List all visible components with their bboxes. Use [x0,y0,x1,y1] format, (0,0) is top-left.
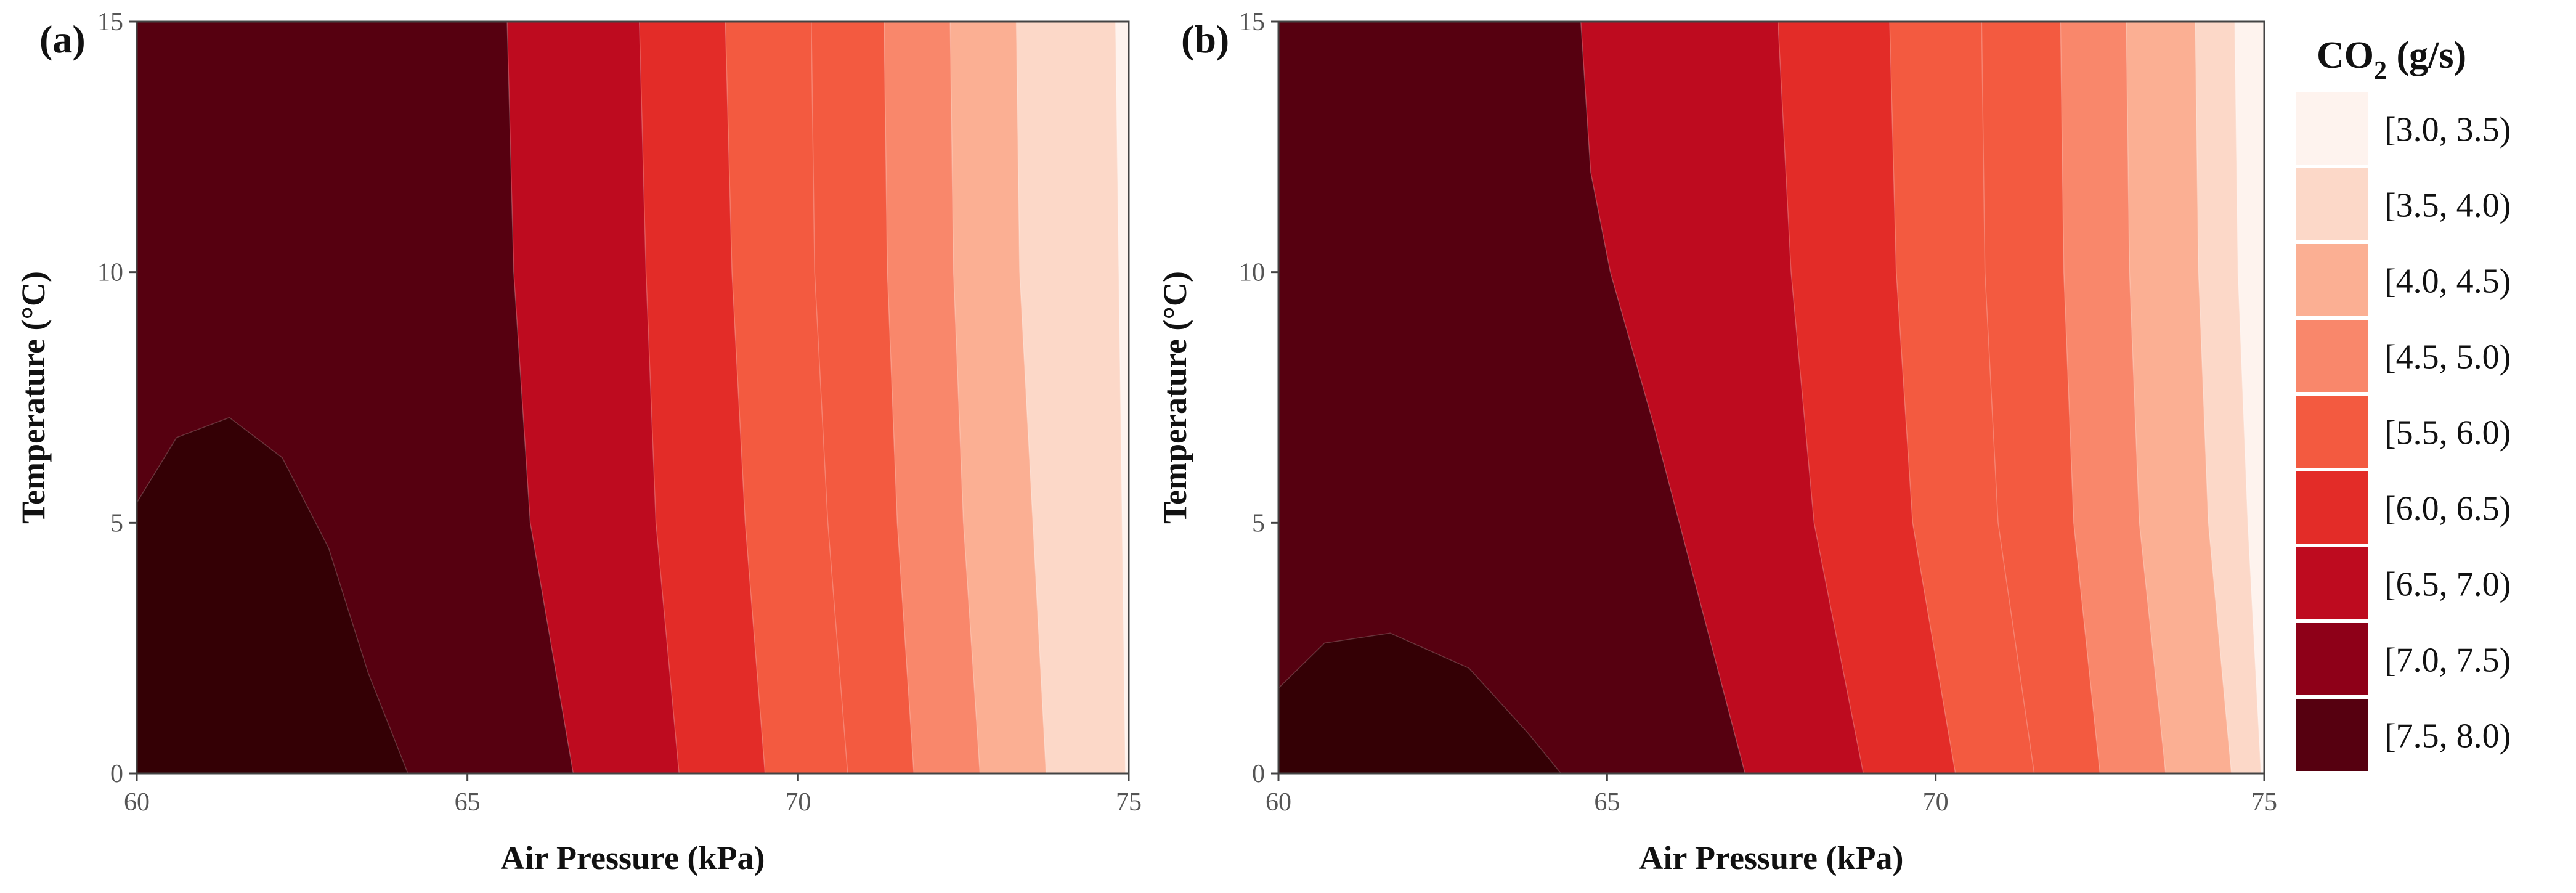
legend-title-unit: (g/s) [2387,35,2466,76]
plot-frame [1277,20,2265,775]
legend-label: [7.5, 8.0) [2384,717,2511,756]
x-axis-title: Air Pressure (kPa) [1639,839,1904,876]
legend-label: [5.5, 6.0) [2384,414,2511,452]
legend-label: [3.0, 3.5) [2384,111,2511,149]
legend-label: [4.0, 4.5) [2384,263,2511,301]
legend-swatch [2296,320,2368,392]
x-tick-label: 60 [124,788,150,817]
panel-label: (b) [1181,17,1229,61]
y-tick-label: 15 [1239,8,1265,36]
legend-label: [6.5, 7.0) [2384,566,2511,604]
legend-label: [4.5, 5.0) [2384,338,2511,377]
legend-title-main: CO [2317,35,2374,76]
contour-region-peak [1278,632,1562,774]
x-tick-label: 70 [1923,788,1949,817]
legend-title: CO2 (g/s) [2317,35,2466,85]
y-tick-label: 10 [97,259,123,287]
legend: CO2 (g/s) [3.0, 3.5) [3.5, 4.0) [4.0, 4.5) [… [2296,35,2511,771]
y-axis-title: Temperature (°C) [1156,271,1193,524]
panel-label: (a) [39,17,86,61]
legend-label: [7.0, 7.5) [2384,642,2511,680]
legend-title-subscript: 2 [2374,57,2387,85]
y-tick-label: 15 [97,8,123,36]
legend-label: [6.0, 6.5) [2384,490,2511,528]
x-tick-label: 75 [2251,788,2277,817]
y-tick-label: 5 [1252,509,1265,537]
x-axis-title: Air Pressure (kPa) [501,839,765,876]
legend-swatch [2296,92,2368,165]
plot-frame [136,20,1130,775]
x-tick-label: 65 [455,788,481,817]
legend-label: [3.5, 4.0) [2384,187,2511,225]
y-tick-label: 0 [110,760,123,788]
legend-swatch [2296,396,2368,468]
legend-swatch [2296,244,2368,316]
y-tick-label: 10 [1239,259,1265,287]
legend-swatch [2296,623,2368,695]
legend-swatch [2296,699,2368,771]
contour-region-peak [136,417,409,774]
y-axis-title: Temperature (°C) [15,271,52,524]
x-tick-label: 70 [785,788,811,817]
legend-swatch [2296,168,2368,240]
panel-a: 60 65 70 75 0 5 10 15 (a) Air Pressure (kPa) Tempe… [15,8,1142,876]
x-tick-label: 65 [1594,788,1620,817]
legend-swatch [2296,547,2368,619]
y-tick-label: 5 [110,509,123,537]
legend-swatch [2296,471,2368,544]
y-tick-label: 0 [1252,760,1265,788]
x-tick-label: 75 [1116,788,1142,817]
x-tick-label: 60 [1266,788,1291,817]
panel-b: 60 65 70 75 0 5 10 15 (b) Air Pressure (kPa) Tempe… [1156,8,2277,876]
